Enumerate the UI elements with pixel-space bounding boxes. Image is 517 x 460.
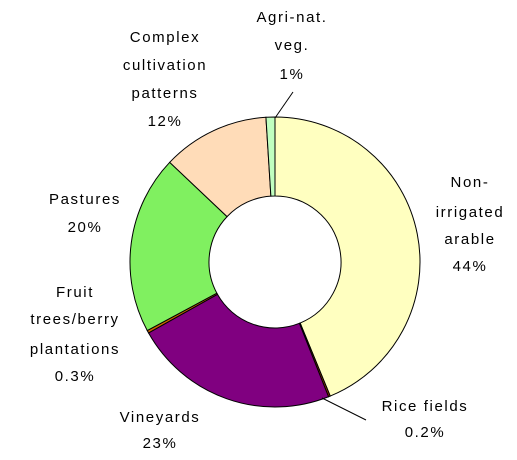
value-label: 12% (148, 113, 183, 130)
donut-segment (129, 161, 228, 332)
value-label: 20% (68, 219, 103, 236)
value-label: 0.2% (405, 424, 446, 441)
value-label: 0.3% (55, 368, 96, 385)
slice-label: Non- (451, 174, 490, 191)
value-label: 23% (143, 435, 178, 452)
slice-label: Pastures (49, 191, 121, 208)
slice-label: veg. (275, 37, 310, 54)
donut-segment (147, 293, 330, 408)
value-label: 1% (280, 66, 305, 83)
slice-label: irrigated (436, 204, 505, 221)
leader-line (274, 91, 294, 119)
value-label: 44% (453, 258, 488, 275)
leader-line (321, 397, 367, 421)
donut-segment (265, 116, 276, 197)
slice-label: cultivation (123, 57, 207, 74)
slice-label: Complex (130, 29, 200, 46)
slice-label: Agri-nat. (256, 9, 327, 26)
slice-label: Rice fields (382, 398, 469, 415)
slice-label: trees/berry (30, 311, 119, 328)
slice-label: patterns (132, 85, 199, 102)
slice-label: plantations (30, 341, 120, 358)
slice-label: Fruit (56, 284, 94, 301)
slice-label: arable (444, 231, 495, 248)
slice-label: Vineyards (120, 409, 201, 426)
donut-segment (274, 116, 421, 397)
